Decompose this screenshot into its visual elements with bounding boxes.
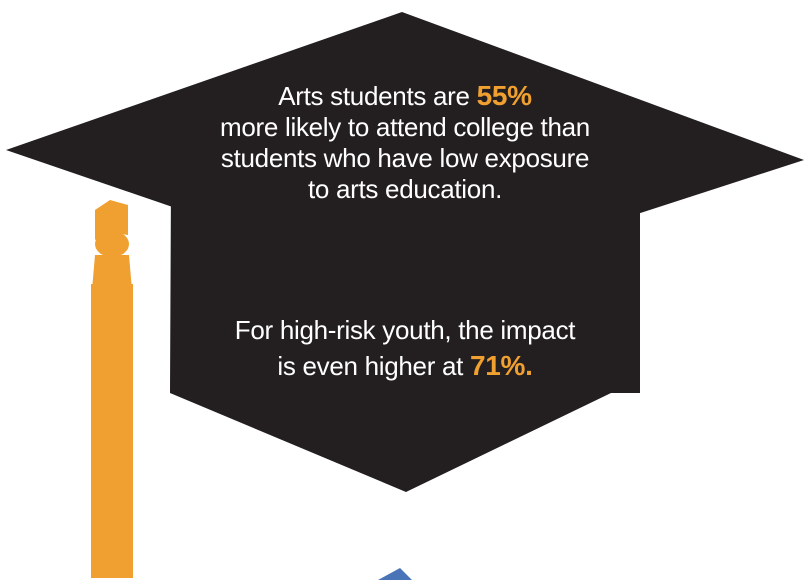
tassel-icon <box>91 200 133 578</box>
high-risk-stat-value: 71% <box>469 350 526 381</box>
cap-board <box>6 12 804 288</box>
college-stat-text: Arts students are 55% more likely to att… <box>170 80 640 205</box>
college-stat-value: 55% <box>476 80 532 111</box>
high-risk-stat-line-1: For high-risk youth, the impact <box>234 315 576 345</box>
college-stat-line-1: Arts students are 55% <box>278 80 532 111</box>
college-stat-line-3: students who have low exposure <box>220 143 590 173</box>
high-risk-stat-text: For high-risk youth, the impact is even … <box>170 313 640 384</box>
high-risk-stat-line-2: is even higher at 71%. <box>277 350 533 381</box>
blue-shape <box>378 568 412 580</box>
college-stat-line-4: to arts education. <box>307 174 503 204</box>
cap-base <box>170 182 640 492</box>
college-stat-line-2: more likely to attend college than <box>220 112 590 142</box>
